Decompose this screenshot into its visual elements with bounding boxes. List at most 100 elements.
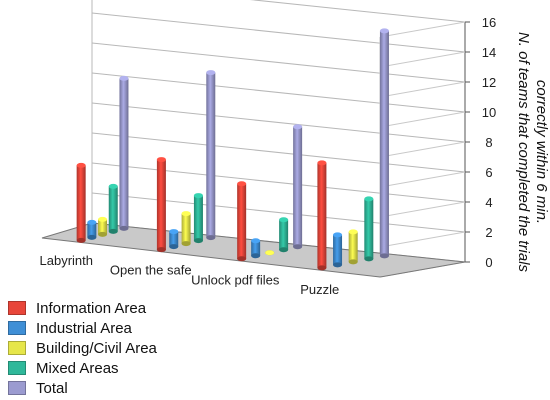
bar bbox=[98, 216, 108, 237]
bar-base bbox=[237, 256, 247, 262]
bar bbox=[87, 219, 97, 240]
bar-body bbox=[237, 183, 247, 259]
bar bbox=[348, 229, 358, 265]
bar-body bbox=[364, 198, 374, 259]
bar-top bbox=[333, 232, 343, 238]
bar-top bbox=[379, 28, 389, 34]
bar-top bbox=[119, 75, 129, 81]
side-gridline bbox=[379, 81, 466, 98]
category-label: Unlock pdf files bbox=[191, 272, 280, 287]
bar-body bbox=[206, 72, 216, 238]
bar-base bbox=[279, 247, 289, 253]
y-tick-label: 10 bbox=[482, 105, 496, 120]
back-gridline bbox=[91, 162, 466, 203]
bar-base bbox=[364, 256, 374, 262]
bar-base bbox=[206, 235, 216, 241]
bar-top bbox=[206, 70, 216, 76]
y-tick-label: 14 bbox=[482, 45, 496, 60]
back-gridline bbox=[249, 0, 466, 23]
bar-top bbox=[87, 219, 97, 225]
bar-base bbox=[76, 237, 86, 243]
bar-body bbox=[181, 213, 191, 244]
side-gridline bbox=[379, 141, 466, 158]
bar-top bbox=[156, 157, 166, 163]
side-gridline bbox=[379, 51, 466, 68]
bar-top bbox=[348, 229, 358, 235]
side-gridline bbox=[379, 21, 466, 38]
legend-label: Mixed Areas bbox=[36, 359, 119, 377]
legend-swatch bbox=[8, 381, 26, 395]
legend-swatch bbox=[8, 301, 26, 315]
bar-base bbox=[333, 262, 343, 268]
category-label: Labyrinth bbox=[40, 253, 93, 268]
legend-item: Information Area bbox=[8, 298, 157, 318]
bar-body bbox=[119, 78, 129, 229]
y-axis-title-line-2: correctly within 6 min. bbox=[533, 80, 550, 224]
bar-top bbox=[108, 183, 118, 189]
legend-item: Total bbox=[8, 378, 157, 398]
bar-base bbox=[108, 228, 118, 234]
back-gridline bbox=[91, 12, 466, 53]
bar-base bbox=[193, 238, 203, 244]
bar bbox=[193, 193, 203, 244]
bar bbox=[317, 160, 327, 271]
y-tick-label: 4 bbox=[485, 195, 492, 210]
y-tick-label: 16 bbox=[482, 15, 496, 30]
back-gridline bbox=[91, 102, 466, 143]
legend-label: Total bbox=[36, 379, 68, 397]
bar-base bbox=[293, 244, 303, 250]
y-tick-label: 12 bbox=[482, 75, 496, 90]
bar bbox=[237, 181, 247, 262]
bar-base bbox=[87, 234, 97, 240]
legend-item: Mixed Areas bbox=[8, 358, 157, 378]
bar bbox=[108, 183, 118, 234]
y-tick-label: 6 bbox=[485, 165, 492, 180]
side-gridline bbox=[379, 231, 466, 248]
bar-base bbox=[156, 247, 166, 253]
bar-body bbox=[193, 195, 203, 241]
category-label: Puzzle bbox=[300, 282, 339, 297]
bar-top bbox=[193, 193, 203, 199]
bar bbox=[333, 232, 343, 268]
legend-swatch bbox=[8, 361, 26, 375]
bar bbox=[251, 238, 261, 259]
y-tick-label: 2 bbox=[485, 225, 492, 240]
bar bbox=[181, 211, 191, 247]
bar-top bbox=[98, 216, 108, 222]
bar-base bbox=[169, 244, 179, 250]
side-gridline bbox=[379, 111, 466, 128]
y-tick-label: 8 bbox=[485, 135, 492, 150]
bar-top bbox=[265, 250, 275, 256]
bar bbox=[279, 217, 289, 253]
bar-base bbox=[119, 225, 129, 231]
bar-top bbox=[76, 162, 86, 168]
side-gridline bbox=[379, 171, 466, 188]
legend-swatch bbox=[8, 341, 26, 355]
bar bbox=[379, 28, 389, 259]
bar-base bbox=[98, 231, 108, 237]
bar bbox=[156, 157, 166, 253]
bar bbox=[119, 75, 129, 231]
bar-top bbox=[251, 238, 261, 244]
bar bbox=[206, 70, 216, 241]
category-label: Open the safe bbox=[110, 263, 192, 278]
bar-top bbox=[181, 211, 191, 217]
bar-body bbox=[379, 30, 389, 256]
bar-base bbox=[379, 253, 389, 259]
back-gridline bbox=[91, 132, 466, 173]
bar-top bbox=[279, 217, 289, 223]
y-tick-label: 0 bbox=[485, 255, 492, 270]
back-gridline bbox=[91, 192, 466, 233]
legend-item: Industrial Area bbox=[8, 318, 157, 338]
bar-body bbox=[348, 231, 358, 262]
bar-body bbox=[279, 219, 289, 250]
bar-body bbox=[293, 126, 303, 247]
bar bbox=[364, 196, 374, 262]
bar-body bbox=[98, 219, 108, 235]
bar-body bbox=[156, 159, 166, 250]
side-gridline bbox=[379, 201, 466, 218]
bar-base bbox=[181, 241, 191, 247]
legend: Information Area Industrial Area Building/… bbox=[8, 298, 157, 398]
y-axis-title-line-1: N. of teams that completed the trials bbox=[515, 32, 532, 273]
